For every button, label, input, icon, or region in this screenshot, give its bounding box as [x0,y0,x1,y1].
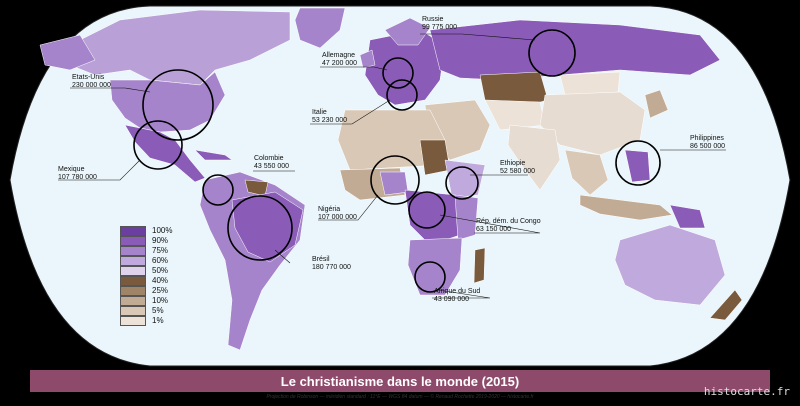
legend-row: 1% [120,316,200,326]
caribbean [194,149,233,161]
new-zealand [709,289,743,321]
legend-label: 60% [152,256,169,265]
label-ethiopie: Ethiopie 52 580 000 [500,160,536,175]
label-rdc: Rép. dém. du Congo 63 150 000 [476,218,541,233]
circle-allemagne [382,57,414,89]
circles [133,29,661,293]
label-russie: Russie 99 775 000 [422,16,458,31]
australia [614,224,726,306]
korea-japan [644,89,669,119]
legend-label: 25% [152,286,169,295]
alaska [39,34,96,71]
india [507,124,561,191]
circle-colombie [202,174,234,206]
legend-label: 50% [152,266,169,275]
mexico [124,124,206,183]
legend-swatch [120,236,146,246]
scandinavia [384,17,431,46]
legend-row: 10% [120,296,200,306]
legend-swatch [120,306,146,316]
legend-swatch [120,256,146,266]
circle-ethiopie [445,166,479,200]
nigeria-land [379,171,409,196]
legend-label: 5% [152,306,164,315]
map-title: Le christianisme dans le monde (2015) [280,373,520,389]
credit-line: Projection de Robinson — méridien standa… [266,394,534,400]
circle-etats-unis [142,69,214,141]
circle-philippines [615,140,661,186]
legend-row: 75% [120,246,200,256]
legend-row: 90% [120,236,200,246]
circle-nigeria [370,155,420,205]
label-philippines: Philippines 86 500 000 [690,135,726,150]
label-italie: Italie 53 230 000 [312,109,348,124]
usa [109,71,226,133]
philippines-land [624,149,651,183]
legend-label: 75% [152,246,169,255]
brand-watermark: histocarte.fr [703,385,790,398]
label-mexique: Mexique 107 780 000 [58,166,97,181]
canada [69,9,291,86]
uk [359,49,376,69]
legend-row: 40% [120,276,200,286]
indonesia [579,194,673,221]
greenland [294,7,346,49]
legend-label: 10% [152,296,169,305]
legend-row: 100% [120,226,200,236]
sudan [419,139,451,176]
southeast-asia [564,149,609,196]
circle-russie [528,29,576,77]
horn-africa [444,159,486,199]
legend-label: 1% [152,316,164,325]
legend-row: 5% [120,306,200,316]
legend: 100% 90% 75% 60% 50% 40% 25% 10% 5% 1% [120,226,200,326]
title-bar: Le christianisme dans le monde (2015) [30,370,770,392]
label-etats-unis: Etats-Unis 230 000 000 [72,74,111,89]
legend-swatch [120,246,146,256]
label-colombie: Colombie 43 550 000 [254,155,290,170]
circle-afrique-du-sud [414,261,446,293]
circle-rdc [408,191,446,229]
legend-swatch [120,226,146,236]
china [539,91,646,156]
legend-label: 40% [152,276,169,285]
legend-label: 100% [152,226,173,235]
legend-swatch [120,266,146,276]
label-allemagne: Allemagne 47 200 000 [322,52,358,67]
southern-africa [407,237,463,296]
label-nigeria: Nigéria 107 000 000 [318,206,357,221]
label-bresil: Brésil 180 770 000 [312,256,351,271]
leader-lines [58,33,726,299]
legend-swatch [120,296,146,306]
legend-row: 60% [120,256,200,266]
legend-row: 25% [120,286,200,296]
legend-swatch [120,286,146,296]
label-afrique-du-sud: Afrique du Sud 43 090 000 [434,288,481,303]
madagascar [473,247,486,284]
europe [364,29,446,106]
legend-label: 90% [152,236,169,245]
mongolia [559,71,621,96]
circle-bresil [227,195,293,261]
circle-mexique [133,120,183,170]
legend-swatch [120,276,146,286]
legend-row: 50% [120,266,200,276]
legend-swatch [120,316,146,326]
circle-italie [386,79,418,111]
papua [669,204,706,229]
